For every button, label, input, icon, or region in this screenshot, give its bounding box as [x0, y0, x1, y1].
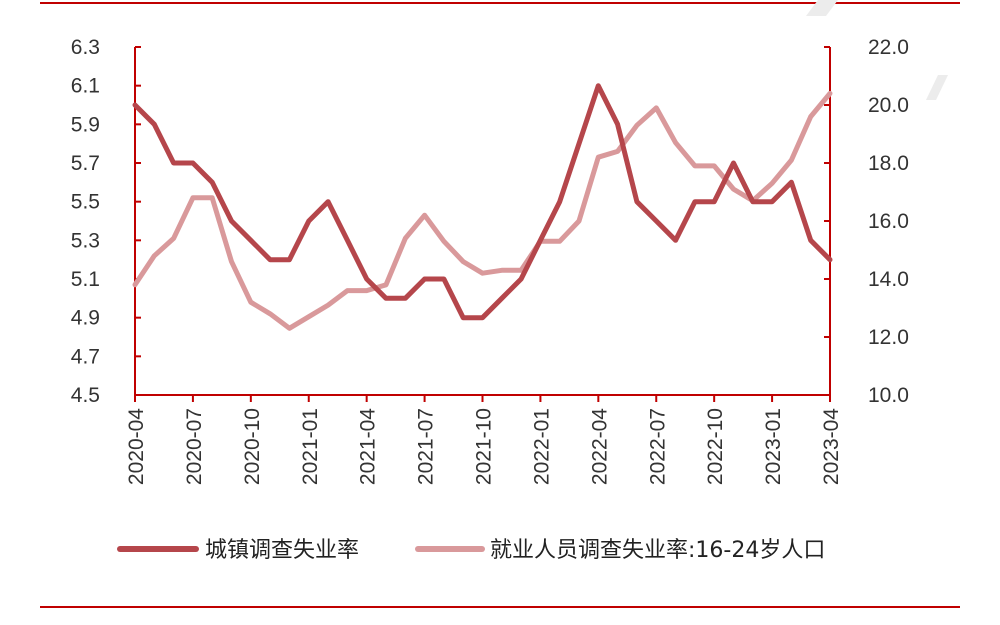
x-tick-label: 2023-01: [762, 408, 785, 485]
series-line-urban-unemployment: [132, 83, 833, 321]
x-tick-label: 2022-04: [588, 408, 611, 485]
y-right-tick-label: 20.0: [868, 94, 909, 117]
y-axis-right: 22.0 20.0 18.0 16.0 14.0 12.0 10.0: [824, 36, 909, 407]
y-left-tick-label: 4.7: [71, 345, 100, 368]
y-right-tick-label: 16.0: [868, 210, 909, 233]
y-axis-left: 6.3 6.1 5.9 5.7 5.5 5.3 5.1 4.9 4.7 4.5: [71, 36, 141, 407]
x-tick-label: 2020-04: [125, 408, 148, 485]
watermark-mark-top: [806, 0, 838, 16]
watermark-mark-right: [926, 75, 948, 100]
y-left-tick-label: 5.1: [71, 268, 100, 291]
y-left-tick-label: 4.9: [71, 307, 100, 330]
legend: 城镇调查失业率 就业人员调查失业率:16-24岁人口: [117, 538, 825, 563]
x-tick-label: 2021-10: [473, 408, 496, 485]
series-lines: [132, 83, 833, 331]
y-right-tick-label: 10.0: [868, 384, 909, 407]
x-tick-label: 2021-07: [415, 408, 438, 485]
y-left-tick-label: 6.1: [71, 75, 100, 98]
x-tick-label: 2022-01: [530, 408, 553, 485]
y-left-tick-label: 5.9: [71, 113, 100, 136]
x-tick-label: 2023-04: [820, 408, 843, 485]
y-left-tick-label: 5.5: [71, 191, 100, 214]
y-left-tick-label: 5.7: [71, 152, 100, 175]
y-right-tick-label: 18.0: [868, 152, 909, 175]
x-tick-label: 2021-01: [299, 408, 322, 485]
y-right-tick-label: 22.0: [868, 36, 909, 59]
y-left-tick-label: 5.3: [71, 229, 100, 252]
legend-item-youth-label: 就业人员调查失业率:16-24岁人口: [490, 538, 825, 563]
y-left-tick-label: 6.3: [71, 36, 100, 59]
x-tick-label: 2021-04: [357, 408, 380, 485]
x-tick-label: 2020-07: [183, 408, 206, 485]
y-right-tick-label: 12.0: [868, 326, 909, 349]
series-line-youth-unemployment: [132, 90, 833, 331]
y-right-tick-label: 14.0: [868, 268, 909, 291]
x-tick-label: 2022-10: [704, 408, 727, 485]
x-tick-label: 2020-10: [241, 408, 264, 485]
y-left-tick-label: 4.5: [71, 384, 100, 407]
legend-item-urban-label: 城镇调查失业率: [205, 538, 359, 563]
x-axis-ticks: 2020-04 2020-07 2020-10 2021-01 2021-04 2021-…: [125, 394, 843, 485]
x-tick-label: 2022-07: [646, 408, 669, 485]
